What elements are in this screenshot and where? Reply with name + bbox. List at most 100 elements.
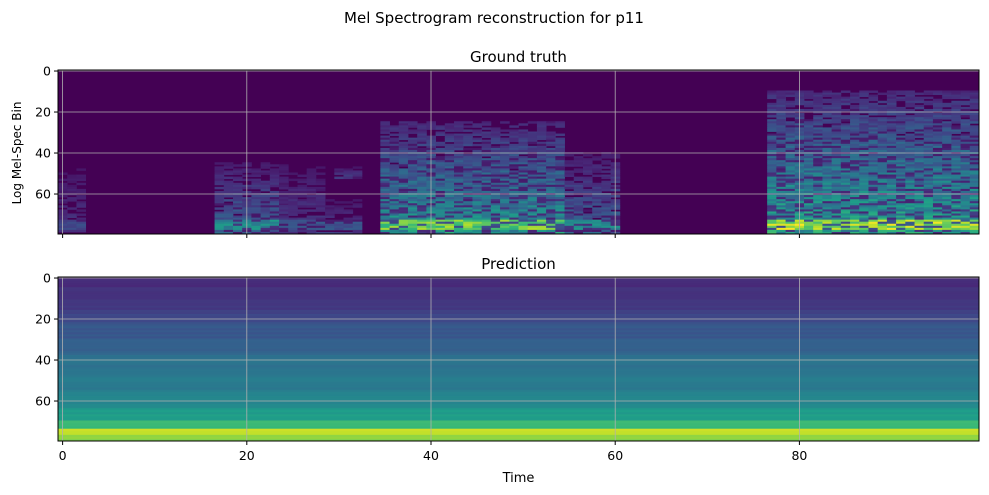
heatmap-cell xyxy=(767,199,777,202)
heatmap-cell xyxy=(868,98,879,102)
heatmap-cell xyxy=(776,162,786,165)
heatmap-cell xyxy=(785,94,796,98)
heatmap-cell xyxy=(454,147,464,151)
heatmap-cell xyxy=(518,133,529,136)
heatmap-cell xyxy=(582,201,593,204)
heatmap-cell xyxy=(454,207,464,210)
heatmap-cell xyxy=(785,127,796,130)
heatmap-cell xyxy=(767,143,777,147)
prediction-x-ticks: 0 20 40 60 80 xyxy=(59,441,807,463)
heatmap-cell xyxy=(407,137,418,141)
heatmap-cell xyxy=(969,166,980,169)
heatmap-cell xyxy=(785,217,796,221)
heatmap-cell xyxy=(831,123,842,126)
heatmap-cell xyxy=(831,176,842,180)
heatmap-cell xyxy=(306,209,317,212)
heatmap-cell xyxy=(435,174,446,177)
heatmap-cell xyxy=(306,188,317,192)
heatmap-cell xyxy=(546,219,556,223)
heatmap-cell xyxy=(831,188,842,192)
heatmap-cell xyxy=(232,225,243,229)
heatmap-cell xyxy=(407,190,418,194)
heatmap-cell xyxy=(444,166,455,169)
heatmap-cell xyxy=(822,172,833,175)
heatmap-cell xyxy=(555,217,565,221)
heatmap-cell xyxy=(536,225,547,229)
heatmap-cell xyxy=(214,227,225,231)
heatmap-cell xyxy=(536,176,547,180)
heatmap-cell xyxy=(896,184,906,188)
heatmap-cell xyxy=(822,149,833,153)
heatmap-cell xyxy=(905,145,915,149)
heatmap-cell xyxy=(932,145,943,149)
heatmap-cell xyxy=(896,201,906,204)
heatmap-cell xyxy=(389,166,400,169)
heatmap-cell xyxy=(490,135,501,139)
heatmap-cell xyxy=(398,231,409,235)
heatmap-cell xyxy=(232,217,243,221)
heatmap-cell xyxy=(223,199,234,202)
heatmap-cell xyxy=(914,113,925,116)
heatmap-cell xyxy=(490,178,501,182)
heatmap-cell xyxy=(407,125,418,128)
heatmap-cell xyxy=(859,178,869,182)
heatmap-cell xyxy=(822,139,833,143)
heatmap-cell xyxy=(932,125,943,128)
heatmap-cell xyxy=(389,170,400,173)
heatmap-cell xyxy=(804,221,814,225)
heatmap-cell xyxy=(472,147,483,151)
heatmap-cell xyxy=(536,121,547,124)
heatmap-cell xyxy=(877,197,888,200)
heatmap-cell xyxy=(877,133,888,136)
heatmap-cell xyxy=(868,190,879,194)
heatmap-cell xyxy=(389,203,400,206)
heatmap-cell xyxy=(868,188,879,192)
heatmap-cell xyxy=(592,195,602,198)
heatmap-cell xyxy=(914,92,925,95)
heatmap-cell xyxy=(923,203,934,206)
heatmap-cell xyxy=(555,139,565,143)
y-tick-label: 0 xyxy=(43,271,51,286)
heatmap-cell xyxy=(555,160,565,163)
heatmap-cell xyxy=(417,184,427,188)
heatmap-cell xyxy=(463,184,473,188)
heatmap-cell xyxy=(804,188,814,192)
heatmap-cell xyxy=(840,227,851,231)
heatmap-cell xyxy=(932,108,943,112)
heatmap-cell xyxy=(840,96,851,100)
heatmap-cell xyxy=(454,139,464,143)
heatmap-cell xyxy=(500,207,510,210)
heatmap-cell xyxy=(251,178,262,182)
heatmap-cell xyxy=(582,209,593,212)
heatmap-cell xyxy=(932,211,943,214)
heatmap-cell xyxy=(942,219,952,223)
heatmap-row-band xyxy=(58,438,980,442)
heatmap-cell xyxy=(76,188,87,192)
heatmap-cell xyxy=(785,121,796,124)
heatmap-cell xyxy=(518,195,529,198)
heatmap-cell xyxy=(831,170,842,173)
heatmap-cell xyxy=(564,197,575,200)
heatmap-cell xyxy=(555,178,565,182)
heatmap-cell xyxy=(67,188,77,192)
heatmap-cell xyxy=(306,201,317,204)
heatmap-cell xyxy=(601,203,611,206)
heatmap-cell xyxy=(435,149,446,153)
heatmap-cell xyxy=(546,221,556,225)
heatmap-cell xyxy=(859,106,869,110)
heatmap-cell xyxy=(813,141,823,145)
heatmap-cell xyxy=(776,166,786,169)
heatmap-cell xyxy=(932,223,943,227)
heatmap-cell xyxy=(804,164,814,167)
heatmap-cell xyxy=(822,211,833,214)
heatmap-cell xyxy=(960,115,971,118)
heatmap-cell xyxy=(905,201,915,204)
heatmap-cell xyxy=(859,158,869,161)
heatmap-cell xyxy=(509,203,519,206)
heatmap-cell xyxy=(905,135,915,139)
heatmap-cell xyxy=(859,195,869,198)
heatmap-cell xyxy=(813,129,823,132)
heatmap-cell xyxy=(527,215,538,218)
heatmap-cell xyxy=(573,162,584,165)
heatmap-cell xyxy=(914,121,925,124)
